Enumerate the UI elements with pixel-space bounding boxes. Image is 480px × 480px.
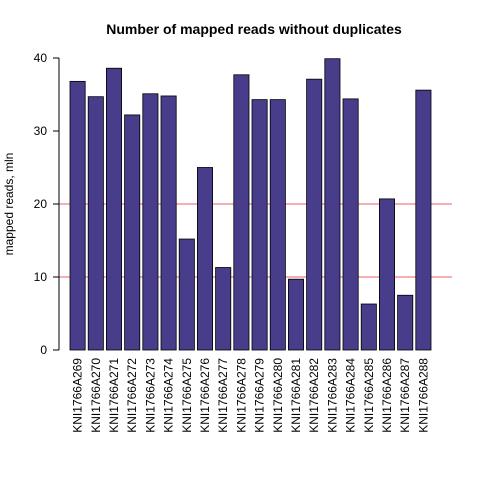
y-axis-label: mapped reads, mln xyxy=(2,153,16,256)
bar-KNI1766A274 xyxy=(160,95,177,351)
bar-KNI1766A273 xyxy=(142,93,159,351)
x-tick-label-KNI1766A277: KNI1766A277 xyxy=(216,358,230,433)
y-tick-label-30: 30 xyxy=(34,124,48,138)
bar-KNI1766A275 xyxy=(178,238,195,351)
y-tick-label-40: 40 xyxy=(34,51,48,65)
y-tick-label-0: 0 xyxy=(40,343,47,357)
chart-title: Number of mapped reads without duplicate… xyxy=(106,21,402,37)
y-axis: 0 10 20 30 40 xyxy=(34,51,60,357)
x-tick-label-KNI1766A271: KNI1766A271 xyxy=(107,358,121,433)
x-tick-label-KNI1766A278: KNI1766A278 xyxy=(234,358,248,433)
x-tick-label-KNI1766A269: KNI1766A269 xyxy=(71,358,85,433)
bar-KNI1766A284 xyxy=(342,98,359,351)
x-tick-label-KNI1766A287: KNI1766A287 xyxy=(398,358,412,433)
bar-KNI1766A279 xyxy=(251,99,268,351)
bar-KNI1766A281 xyxy=(287,278,304,351)
x-tick-label-KNI1766A273: KNI1766A273 xyxy=(143,358,157,433)
x-tick-label-KNI1766A282: KNI1766A282 xyxy=(307,358,321,433)
x-tick-label-KNI1766A270: KNI1766A270 xyxy=(89,358,103,433)
bar-KNI1766A288 xyxy=(415,89,432,351)
y-tick-label-10: 10 xyxy=(34,270,48,284)
bar-KNI1766A282 xyxy=(306,78,323,351)
x-tick-label-KNI1766A288: KNI1766A288 xyxy=(416,358,430,433)
x-tick-label-KNI1766A286: KNI1766A286 xyxy=(380,358,394,433)
x-tick-label-KNI1766A275: KNI1766A275 xyxy=(180,358,194,433)
bar-KNI1766A286 xyxy=(378,198,395,351)
x-tick-label-KNI1766A279: KNI1766A279 xyxy=(253,358,267,433)
bars xyxy=(69,58,432,351)
bar-KNI1766A276 xyxy=(196,167,213,351)
bar-KNI1766A287 xyxy=(397,294,414,351)
x-tick-label-KNI1766A285: KNI1766A285 xyxy=(362,358,376,433)
x-tick-label-KNI1766A280: KNI1766A280 xyxy=(271,358,285,433)
x-tick-label-KNI1766A272: KNI1766A272 xyxy=(125,358,139,433)
bar-KNI1766A271 xyxy=(106,67,123,351)
bar-KNI1766A283 xyxy=(324,58,341,351)
x-tick-label-KNI1766A274: KNI1766A274 xyxy=(162,358,176,433)
bar-KNI1766A272 xyxy=(124,114,141,351)
bar-KNI1766A269 xyxy=(69,80,86,351)
x-tick-label-KNI1766A281: KNI1766A281 xyxy=(289,358,303,433)
x-tick-label-KNI1766A284: KNI1766A284 xyxy=(344,358,358,433)
x-tick-label-KNI1766A283: KNI1766A283 xyxy=(325,358,339,433)
y-tick-label-20: 20 xyxy=(34,197,48,211)
x-tick-label-KNI1766A276: KNI1766A276 xyxy=(198,358,212,433)
bar-KNI1766A270 xyxy=(87,96,104,351)
bar-KNI1766A277 xyxy=(215,267,232,351)
bar-KNI1766A278 xyxy=(233,74,250,351)
bar-KNI1766A280 xyxy=(269,99,286,351)
x-axis-labels: KNI1766A269 KNI1766A270 KNI1766A271 KNI1766… xyxy=(71,358,431,433)
bar-KNI1766A285 xyxy=(360,303,377,351)
